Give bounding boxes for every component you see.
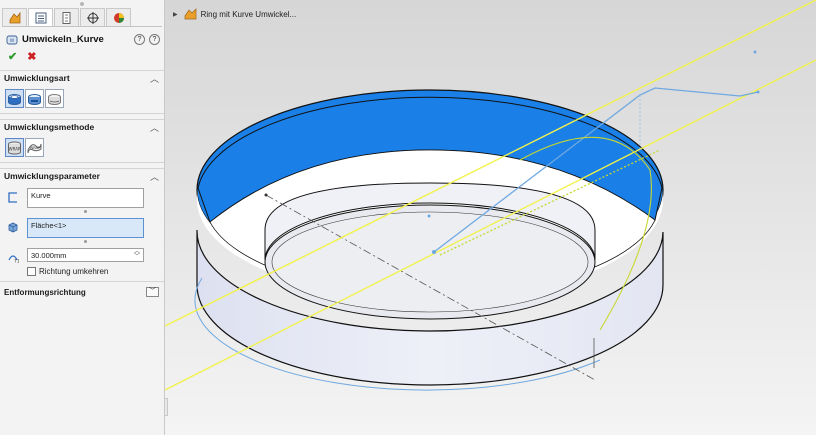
sketch-point[interactable] [427,214,431,218]
emboss-button[interactable] [5,89,24,108]
reverse-direction-checkbox[interactable]: Richtung umkehren [27,267,159,276]
chevron-up-icon[interactable]: ︿ [149,73,159,84]
wrap-feature-icon: W [6,35,18,44]
sketch-point[interactable] [756,90,760,94]
expand-icon[interactable]: ﹀ [146,287,159,297]
sketch-point[interactable] [753,50,757,54]
analytical-method-button[interactable]: WRAP [5,138,24,157]
property-manager-icon [35,12,46,23]
spline-surface-wrap-icon: WRAP [27,143,42,154]
pull-direction-title: Entformungsrichtung [4,287,86,297]
svg-text:WRAP: WRAP [30,146,41,150]
wrap-curve [433,87,759,253]
display-manager-icon [113,12,124,23]
panel-splitter-handle[interactable] [164,398,168,416]
ring-inner-hole-floor [271,211,589,313]
sketch-point[interactable] [432,250,436,254]
deboss-button[interactable] [25,89,44,108]
ring-inner-wall [264,182,596,261]
wrapped-curve-bottom [194,277,601,391]
tab-dimxpert-manager[interactable] [80,8,105,26]
detailed-help-icon[interactable]: ? [149,34,160,45]
expand-arrow-icon[interactable]: ▶ [173,11,178,18]
scribe-icon [48,94,61,105]
wrap-parameters-title: Umwicklungsparameter [4,171,100,181]
face-icon [8,222,18,233]
sketch-line-upper [165,0,816,327]
emboss-icon [8,94,21,105]
manager-tabs [2,8,162,27]
tab-feature-manager[interactable] [2,8,27,26]
feature-header: W Umwickeln_Kurve ? ? [0,31,164,48]
wrap-type-title: Umwicklungsart [4,73,70,83]
tab-configuration-manager[interactable] [54,8,79,26]
breadcrumb-label: Ring mit Kurve Umwickel... [200,9,297,19]
configuration-manager-icon [62,11,70,24]
face-selection-box[interactable]: Fläche<1> [27,218,144,238]
feature-title: Umwickeln_Kurve [22,34,104,45]
sketch-dotted-segment [439,149,661,256]
thickness-input[interactable]: 30.000mm ︿ ﹀ [27,248,144,262]
svg-text:W: W [10,38,15,44]
checkbox-icon[interactable] [27,267,36,276]
sketch-point[interactable] [264,193,268,197]
tab-display-manager[interactable] [106,8,131,26]
feature-manager-icon [9,11,20,23]
svg-text:WRAP: WRAP [9,147,21,152]
model-scene[interactable] [165,0,816,435]
sketch-line-lower [165,59,816,391]
sketch-selection-box[interactable]: Kurve [27,188,144,208]
pull-direction-header[interactable]: Entformungsrichtung ﹀ [0,284,164,300]
confirm-bar: ✔ ✖ [0,50,164,65]
wrap-method-group: Umwicklungsmethode ︿ WRAP WRAP [0,119,164,163]
wrap-method-header[interactable]: Umwicklungsmethode ︿ [0,120,164,134]
ring-outer-wall[interactable] [196,229,664,386]
breadcrumb[interactable]: ▶ Ring mit Kurve Umwickel... [173,8,296,20]
analytical-wrap-icon: WRAP [8,141,21,155]
deboss-icon [28,94,41,105]
panel-grip[interactable] [0,0,164,7]
graphics-area[interactable]: ▶ Ring mit Kurve Umwickel... [165,0,816,435]
part-icon [184,8,196,20]
tab-property-manager[interactable] [28,8,53,26]
spline-surface-method-button[interactable]: WRAP [25,138,44,157]
property-manager-panel: W Umwickeln_Kurve ? ? ✔ ✖ Umwicklungsart… [0,0,165,435]
thickness-value: 30.000mm [31,250,67,260]
sketch-profile-icon [8,192,17,203]
cancel-button[interactable]: ✖ [27,51,37,63]
reverse-direction-label: Richtung umkehren [39,267,109,276]
wrap-type-group: Umwicklungsart ︿ [0,70,164,114]
wrap-parameters-header[interactable]: Umwicklungsparameter ︿ [0,169,164,183]
resize-dot[interactable] [27,238,144,245]
help-icon[interactable]: ? [134,34,145,45]
construction-axis-line [265,194,596,381]
ok-button[interactable]: ✔ [8,51,18,63]
wrap-method-title: Umwicklungsmethode [4,122,95,132]
wrap-curve-arc [519,136,652,331]
chevron-up-icon[interactable]: ︿ [149,122,159,133]
dimxpert-icon [86,11,99,24]
wrap-parameters-group: Umwicklungsparameter ︿ Kurve Fläche<1> [0,168,164,282]
resize-dot[interactable] [27,208,144,215]
svg-text:T1: T1 [14,259,20,264]
chevron-up-icon[interactable]: ︿ [149,171,159,182]
scribe-button[interactable] [45,89,64,108]
thickness-spinner[interactable]: ︿ ﹀ [133,249,140,260]
thickness-icon: T1 [8,255,20,264]
wrap-type-header[interactable]: Umwicklungsart ︿ [0,71,164,85]
